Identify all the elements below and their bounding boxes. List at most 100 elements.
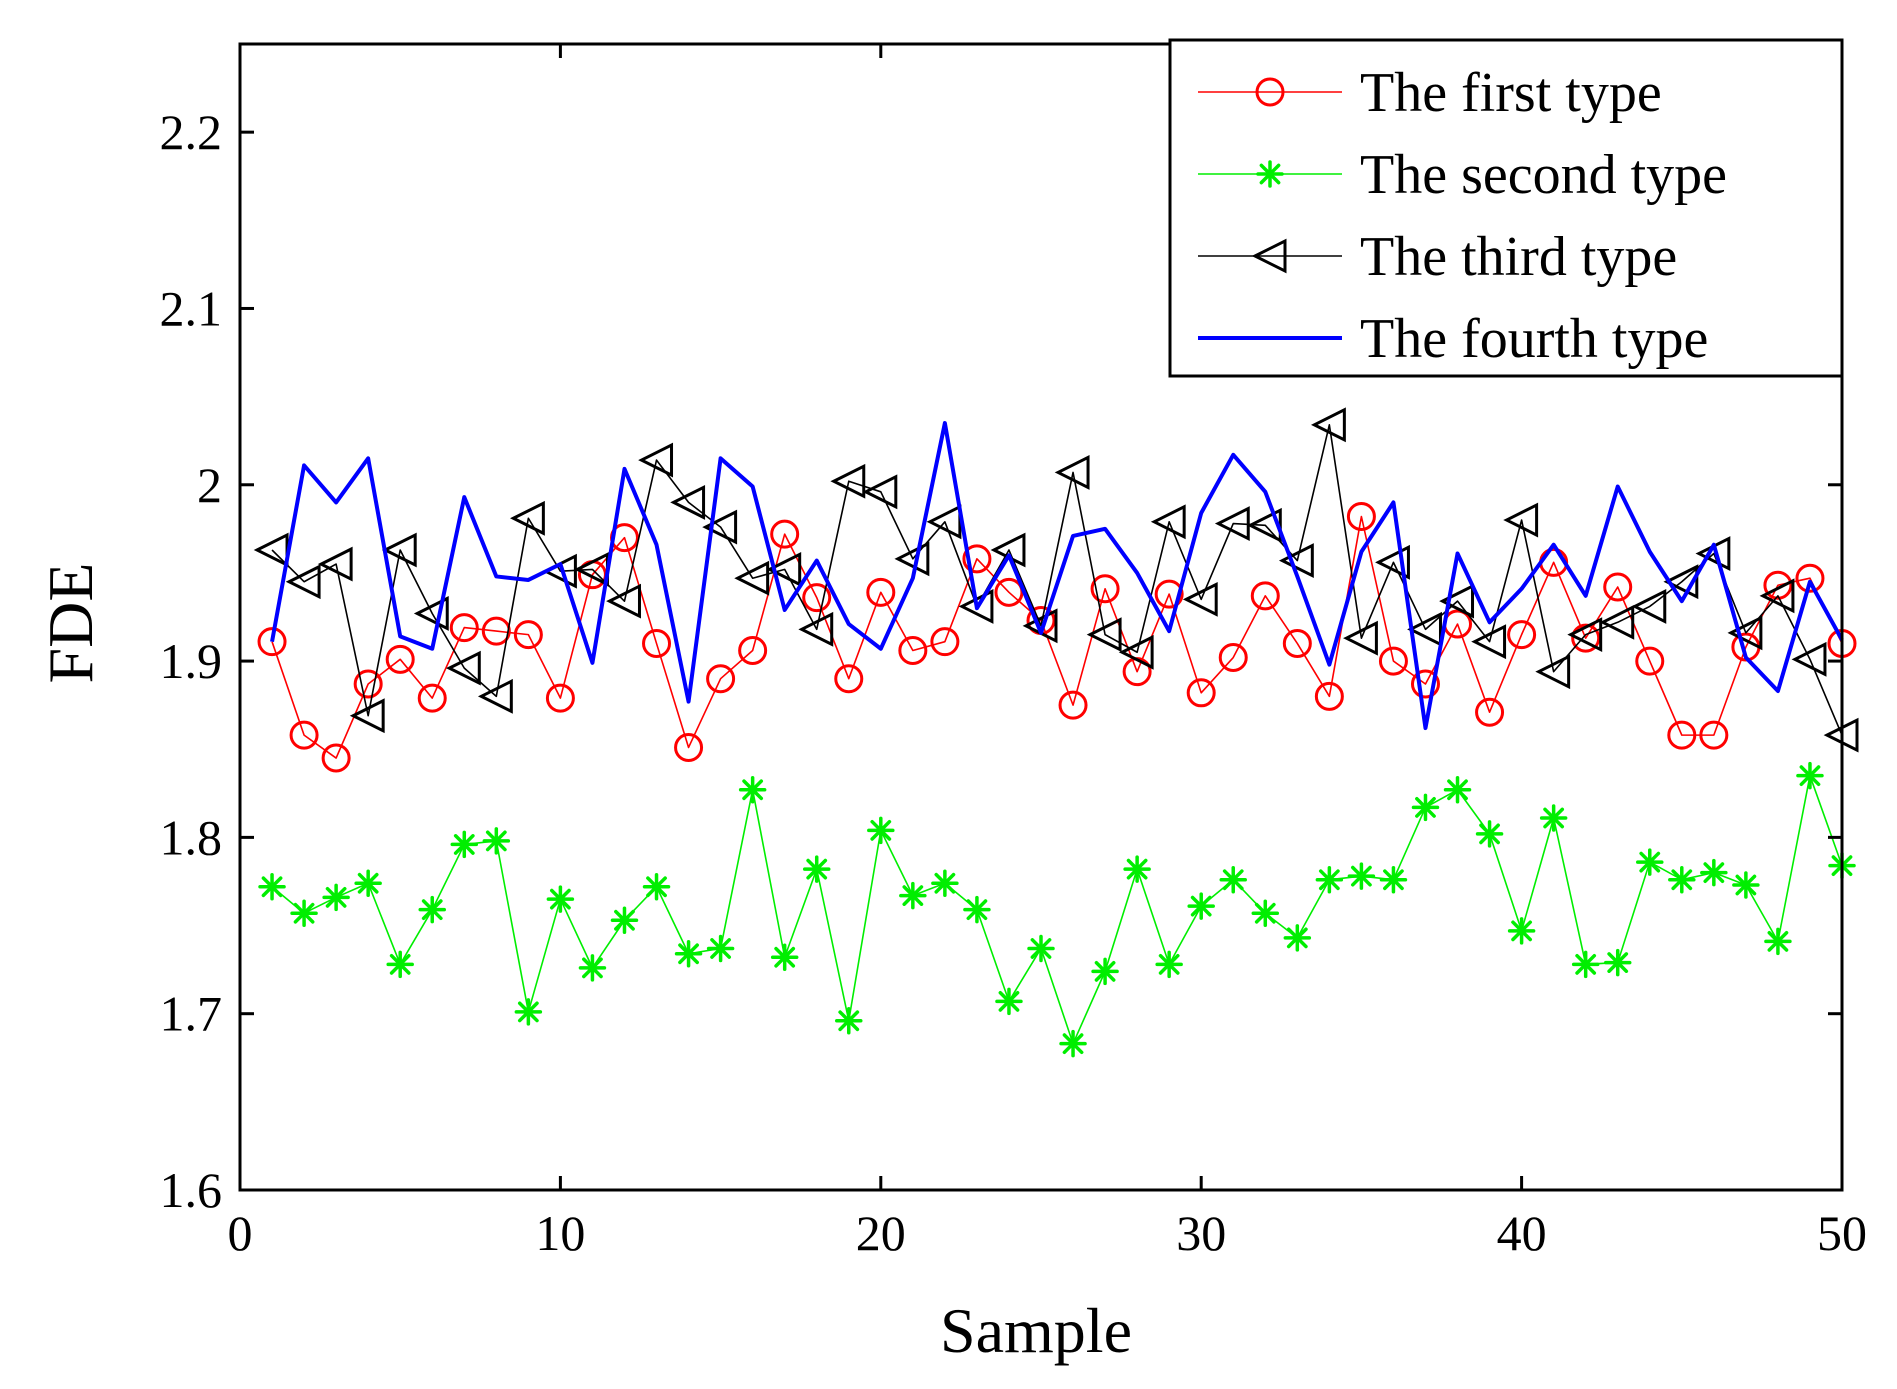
data-point-s2-2 — [290, 899, 318, 927]
data-point-s3-27 — [1086, 617, 1122, 653]
data-point-s2-38 — [1443, 776, 1472, 804]
data-point-s2-19 — [835, 1006, 863, 1035]
y-tick-label: 2.2 — [160, 104, 223, 160]
data-point-s1-24 — [994, 577, 1024, 607]
data-point-s2-20 — [867, 816, 895, 845]
data-point-s2-10 — [546, 885, 575, 913]
data-point-s1-45 — [1667, 720, 1697, 750]
data-point-s2-41 — [1539, 804, 1568, 832]
data-point-s1-5 — [385, 644, 415, 674]
y-tick-label: 1.7 — [160, 986, 223, 1042]
data-point-s2-23 — [963, 895, 991, 924]
data-point-s1-4 — [353, 669, 383, 699]
data-point-s2-3 — [322, 883, 350, 912]
data-point-s3-41 — [1535, 654, 1571, 690]
series-2 — [258, 761, 1856, 1058]
data-point-s3-47 — [1727, 615, 1763, 651]
data-point-s1-32 — [1250, 581, 1280, 611]
data-point-s1-44 — [1635, 646, 1665, 676]
data-point-s1-19 — [834, 664, 864, 694]
data-point-s1-18 — [802, 583, 832, 613]
data-point-s2-17 — [770, 943, 799, 972]
data-point-s2-8 — [482, 827, 511, 855]
legend-marker — [1256, 160, 1284, 188]
data-point-s1-17 — [770, 519, 800, 549]
data-point-s1-29 — [1154, 579, 1184, 609]
data-point-s2-22 — [931, 869, 959, 897]
data-point-s1-26 — [1058, 690, 1088, 720]
data-point-s2-30 — [1187, 892, 1215, 920]
data-point-s3-7 — [445, 650, 481, 686]
data-point-s3-16 — [734, 560, 770, 596]
data-point-s3-4 — [349, 698, 385, 734]
data-point-s1-15 — [706, 664, 736, 694]
data-point-s1-7 — [449, 613, 479, 643]
legend-label: The fourth type — [1360, 308, 1708, 370]
data-point-s3-22 — [926, 504, 962, 540]
data-point-s3-37 — [1407, 611, 1442, 647]
data-point-s2-24 — [995, 987, 1023, 1016]
series-line-4 — [270, 421, 1844, 731]
legend: The first type The second type The third t… — [1168, 38, 1844, 378]
data-point-s3-48 — [1759, 578, 1795, 614]
legend-entry-3: The third type — [1198, 226, 1677, 288]
data-point-s2-42 — [1571, 950, 1600, 979]
data-point-s3-21 — [894, 541, 930, 577]
data-point-s2-27 — [1091, 957, 1119, 986]
data-point-s2-35 — [1347, 862, 1376, 890]
data-point-s3-6 — [413, 596, 449, 631]
data-point-s2-11 — [578, 954, 607, 982]
data-point-s2-21 — [899, 881, 927, 910]
data-point-s2-48 — [1764, 927, 1792, 956]
data-point-s2-18 — [802, 855, 831, 883]
data-point-s2-4 — [354, 869, 382, 897]
legend-marker — [1255, 77, 1285, 107]
x-tick-label: 30 — [1176, 1205, 1226, 1261]
data-point-s2-1 — [258, 873, 286, 901]
data-point-s3-33 — [1278, 543, 1314, 579]
data-point-s3-39 — [1471, 624, 1507, 660]
data-point-s2-37 — [1411, 793, 1440, 822]
data-point-s2-49 — [1796, 761, 1824, 790]
data-point-s1-22 — [930, 627, 960, 657]
data-point-s3-3 — [317, 546, 353, 582]
data-point-s2-44 — [1636, 848, 1664, 876]
data-point-s2-34 — [1315, 865, 1344, 894]
series-4 — [270, 421, 1844, 731]
data-point-s2-25 — [1027, 934, 1055, 963]
data-point-s1-35 — [1346, 502, 1376, 532]
legend-label: The third type — [1360, 226, 1677, 288]
series-1 — [257, 502, 1857, 773]
data-point-s2-45 — [1668, 865, 1696, 894]
legend-entry-1: The first type — [1198, 62, 1662, 124]
data-point-s1-14 — [674, 732, 704, 762]
x-axis-title: Sample — [940, 1295, 1132, 1366]
data-point-s2-12 — [610, 906, 639, 934]
data-point-s2-43 — [1603, 948, 1632, 977]
data-point-s1-21 — [898, 635, 928, 665]
series-layer — [253, 407, 1859, 1058]
data-point-s1-16 — [738, 635, 768, 665]
data-point-s2-16 — [738, 776, 767, 804]
data-point-s2-7 — [450, 830, 479, 859]
y-tick-label: 1.9 — [160, 633, 223, 689]
data-point-s2-14 — [674, 939, 703, 968]
data-point-s3-44 — [1631, 588, 1667, 624]
data-point-s3-8 — [477, 678, 513, 714]
data-point-s3-18 — [798, 611, 834, 647]
data-point-s2-47 — [1732, 871, 1760, 899]
data-point-s3-38 — [1439, 583, 1475, 619]
data-point-s1-48 — [1763, 570, 1793, 600]
data-point-s3-49 — [1791, 641, 1827, 677]
data-point-s3-29 — [1150, 504, 1186, 540]
data-point-s3-15 — [702, 509, 738, 545]
data-point-s2-32 — [1251, 899, 1280, 927]
data-point-s3-45 — [1663, 564, 1699, 600]
data-point-s3-31 — [1214, 506, 1250, 541]
data-point-s3-19 — [830, 463, 866, 499]
data-point-s3-40 — [1503, 502, 1539, 538]
data-point-s2-5 — [386, 950, 414, 979]
y-tick-label: 2.1 — [160, 280, 223, 336]
data-point-s2-39 — [1475, 820, 1504, 848]
